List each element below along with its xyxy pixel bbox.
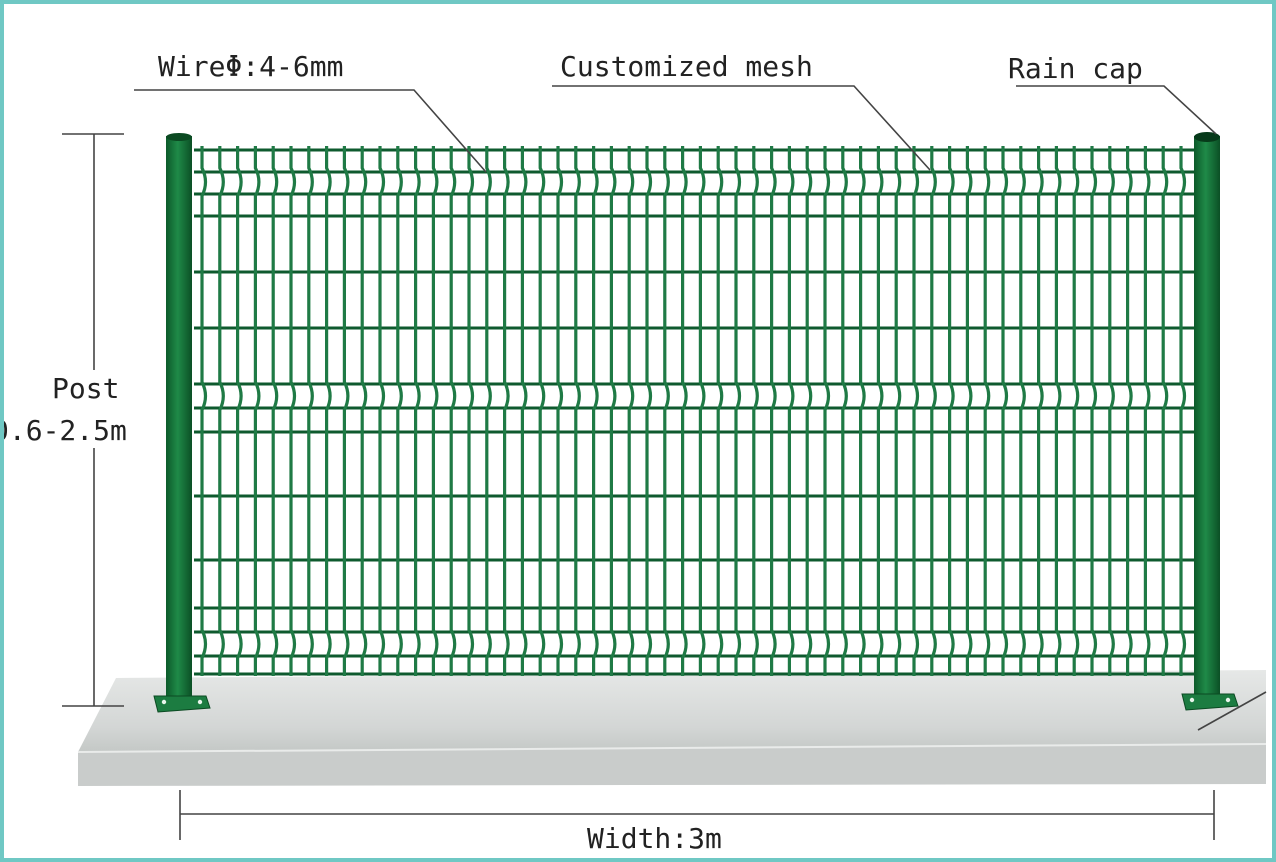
leader-lines — [134, 85, 1267, 731]
wire-diameter-label: WireΦ:4-6mm — [158, 50, 343, 83]
right-post — [1181, 132, 1239, 711]
rain-cap-icon — [1194, 132, 1220, 142]
concrete-base — [77, 670, 1267, 786]
height-dimension — [62, 133, 124, 707]
post-height-label: 0.6-2.5m — [4, 414, 127, 447]
right-base-plate — [1181, 693, 1239, 711]
width-dimension — [179, 790, 1215, 840]
rain-cap-label: Rain cap — [1008, 52, 1143, 85]
left-post — [153, 133, 211, 713]
fence-diagram: WireΦ:4-6mm Customized mesh Rain cap Pos… — [4, 50, 1267, 855]
post-label: Post — [52, 372, 119, 405]
width-label: Width:3m — [587, 822, 722, 855]
mesh-label: Customized mesh — [560, 50, 813, 83]
diagram-frame: WireΦ:4-6mm Customized mesh Rain cap Pos… — [4, 4, 1272, 858]
wire-mesh-panel — [194, 146, 1196, 676]
left-base-plate — [153, 695, 211, 713]
